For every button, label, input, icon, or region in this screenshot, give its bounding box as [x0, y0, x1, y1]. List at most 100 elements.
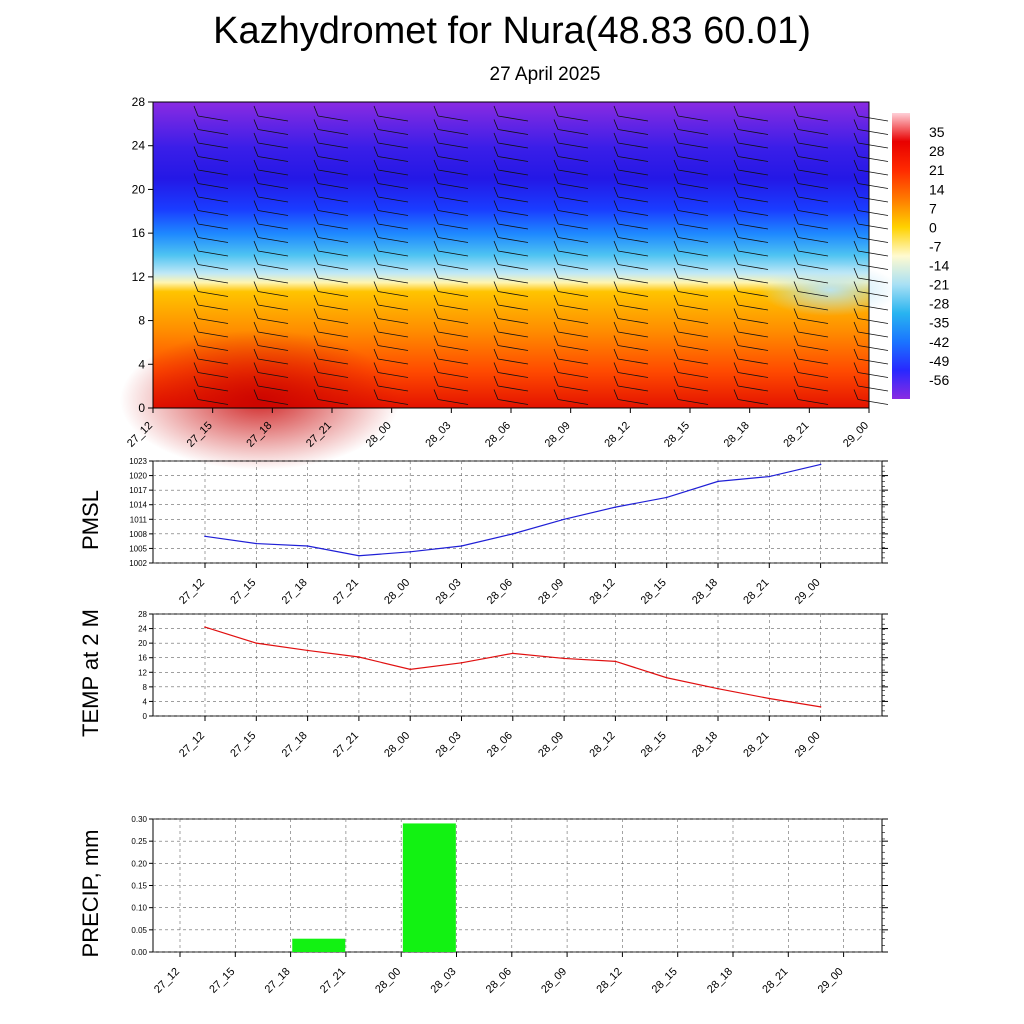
wind-barb: [253, 281, 289, 297]
wind-barb: [613, 281, 649, 297]
wind-barb: [733, 281, 769, 297]
wind-barb: [853, 389, 889, 405]
x-tick-label: 29_00: [793, 577, 823, 607]
wind-barb: [433, 362, 469, 378]
wind-barb: [193, 267, 229, 284]
wind-barb: [793, 389, 829, 405]
wind-barb: [373, 281, 409, 297]
wind-barb: [193, 132, 229, 149]
y-tick-label: 4: [143, 697, 148, 706]
wind-barb: [313, 173, 349, 189]
wind-barb: [313, 335, 349, 351]
wind-barb: [193, 227, 229, 243]
wind-barb: [853, 173, 889, 189]
wind-barb: [553, 254, 589, 270]
wind-barb: [613, 200, 649, 216]
x-tick-label: 29_00: [816, 966, 846, 996]
y-tick-label: 8: [138, 314, 145, 328]
colorbar-label: 21: [929, 162, 945, 178]
wind-barb: [793, 254, 829, 270]
wind-barb: [433, 308, 469, 324]
x-tick-label: 28_06: [485, 730, 515, 760]
wind-barb: [253, 308, 289, 324]
wind-barb: [553, 321, 589, 338]
wind-barb: [733, 308, 769, 324]
y-axis-title: PRECIP, mm: [78, 830, 103, 958]
wind-barb: [793, 119, 829, 135]
x-tick-label: 28_18: [690, 730, 720, 760]
wind-barb: [253, 375, 289, 392]
wind-barb: [553, 132, 589, 149]
wind-barb: [193, 362, 229, 378]
wind-barb: [553, 213, 589, 230]
wind-barb: [673, 213, 709, 230]
wind-barb: [193, 186, 229, 203]
wind-barb: [673, 173, 709, 189]
wind-barb: [493, 254, 529, 270]
wind-barb: [313, 308, 349, 324]
cold-pocket: [760, 264, 900, 316]
wind-barb: [493, 200, 529, 216]
x-tick-label: 28_00: [382, 730, 412, 760]
colorbar-label: -56: [929, 372, 949, 388]
wind-barb: [733, 321, 769, 338]
x-tick-label: 28_21: [741, 577, 771, 607]
wind-barb: [793, 321, 829, 338]
wind-barb: [853, 146, 889, 162]
wind-barb: [373, 389, 409, 405]
wind-barb: [493, 227, 529, 243]
colorbar-label: 7: [929, 200, 937, 216]
wind-barb: [433, 146, 469, 162]
wind-barb: [853, 105, 889, 122]
wind-barb: [253, 186, 289, 203]
wind-barb: [793, 375, 829, 392]
y-tick-label: 0.20: [131, 859, 147, 868]
wind-barb: [733, 213, 769, 230]
wind-barb: [313, 227, 349, 243]
wind-barb: [613, 335, 649, 351]
wind-barb: [613, 119, 649, 135]
wind-barb: [673, 308, 709, 324]
panel-frame: [152, 613, 883, 717]
pmsl-point: [460, 545, 463, 547]
wind-barb: [313, 105, 349, 122]
wind-barb: [853, 362, 889, 378]
wind-barb: [493, 335, 529, 351]
wind-barb: [853, 186, 889, 203]
wind-barb: [313, 375, 349, 392]
x-tick-label: 28_06: [485, 577, 515, 607]
wind-barb: [733, 132, 769, 149]
wind-barb: [673, 146, 709, 162]
wind-barb: [313, 294, 349, 311]
x-tick-label: 27_18: [280, 577, 310, 607]
y-tick-label: 1020: [129, 472, 147, 481]
wind-barb: [193, 119, 229, 135]
temp-point: [255, 642, 258, 644]
wind-barb: [733, 348, 769, 365]
wind-barb: [733, 362, 769, 378]
wind-barb: [673, 119, 709, 135]
wind-barb: [853, 281, 889, 297]
wind-barb: [313, 362, 349, 378]
wind-barb: [853, 308, 889, 324]
wind-barb: [553, 105, 589, 122]
wind-barb: [313, 267, 349, 284]
x-tick-label: 28_03: [423, 420, 453, 450]
wind-barb: [193, 375, 229, 392]
wind-barb: [553, 362, 589, 378]
wind-barb: [493, 389, 529, 405]
colorbar-label: -49: [929, 353, 949, 369]
wind-barb: [493, 348, 529, 365]
wind-barb: [253, 200, 289, 216]
wind-barb: [673, 389, 709, 405]
wind-barb: [673, 321, 709, 338]
x-tick-label: 28_15: [639, 577, 669, 607]
wind-barb: [793, 281, 829, 297]
wind-barb: [733, 267, 769, 284]
wind-barb: [553, 200, 589, 216]
x-tick-label: 27_15: [228, 730, 258, 760]
wind-barb: [853, 240, 889, 257]
wind-barb: [613, 186, 649, 203]
wind-barb: [853, 294, 889, 311]
